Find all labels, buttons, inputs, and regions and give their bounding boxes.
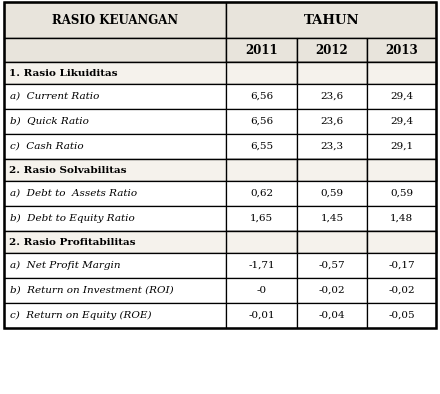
Bar <box>367 159 436 181</box>
Bar <box>227 62 297 84</box>
Text: a)  Debt to  Assets Ratio: a) Debt to Assets Ratio <box>10 189 137 198</box>
Text: TAHUN: TAHUN <box>304 13 359 26</box>
Bar <box>4 278 227 303</box>
Text: 29,1: 29,1 <box>390 142 413 151</box>
Bar <box>297 206 367 231</box>
Bar <box>297 231 367 253</box>
Text: -0,04: -0,04 <box>319 311 345 320</box>
Text: -0,17: -0,17 <box>389 261 415 270</box>
Text: -0,02: -0,02 <box>319 286 345 295</box>
Text: -0,05: -0,05 <box>389 311 415 320</box>
Text: b)  Debt to Equity Ratio: b) Debt to Equity Ratio <box>10 214 135 223</box>
Bar <box>297 134 367 159</box>
Text: 2013: 2013 <box>385 43 418 56</box>
Bar <box>367 303 436 328</box>
Text: b)  Return on Investment (ROI): b) Return on Investment (ROI) <box>10 286 174 295</box>
Text: 2012: 2012 <box>316 43 348 56</box>
Text: 23,6: 23,6 <box>321 92 344 101</box>
Text: a)  Current Ratio: a) Current Ratio <box>10 92 99 101</box>
Bar <box>227 231 297 253</box>
Text: -0,57: -0,57 <box>319 261 345 270</box>
Bar <box>367 231 436 253</box>
Bar <box>367 253 436 278</box>
Bar <box>367 62 436 84</box>
Bar <box>297 62 367 84</box>
Bar <box>4 62 436 84</box>
Bar <box>367 278 436 303</box>
Bar <box>367 181 436 206</box>
Bar <box>4 84 227 109</box>
Text: c)  Cash Ratio: c) Cash Ratio <box>10 142 84 151</box>
Bar <box>227 159 297 181</box>
Text: 2. Rasio Profitabilitas: 2. Rasio Profitabilitas <box>9 238 136 247</box>
Text: 29,4: 29,4 <box>390 92 413 101</box>
Text: 6,56: 6,56 <box>250 92 273 101</box>
Bar <box>4 181 227 206</box>
Text: 29,4: 29,4 <box>390 117 413 126</box>
Text: 0,62: 0,62 <box>250 189 273 198</box>
Bar <box>4 231 436 253</box>
Text: -0,01: -0,01 <box>248 311 275 320</box>
Bar <box>227 109 297 134</box>
Bar <box>297 253 367 278</box>
Text: RASIO KEUANGAN: RASIO KEUANGAN <box>52 13 178 26</box>
Bar <box>297 181 367 206</box>
Text: -1,71: -1,71 <box>248 261 275 270</box>
Bar <box>227 134 297 159</box>
Text: 1,45: 1,45 <box>321 214 344 223</box>
Bar <box>227 303 297 328</box>
Bar <box>227 206 297 231</box>
Bar <box>4 159 436 181</box>
Text: a)  Net Profit Margin: a) Net Profit Margin <box>10 261 121 270</box>
Bar <box>4 2 227 38</box>
Text: c)  Return on Equity (ROE): c) Return on Equity (ROE) <box>10 311 151 320</box>
Bar <box>227 84 297 109</box>
Bar <box>4 303 227 328</box>
Text: 1. Rasio Likuiditas: 1. Rasio Likuiditas <box>9 69 117 78</box>
Bar <box>367 206 436 231</box>
Bar <box>4 253 227 278</box>
Text: 0,59: 0,59 <box>321 189 344 198</box>
Bar <box>4 38 227 62</box>
Bar <box>297 278 367 303</box>
Bar <box>4 109 227 134</box>
Text: 23,6: 23,6 <box>321 117 344 126</box>
Bar <box>367 38 436 62</box>
Bar <box>4 134 227 159</box>
Text: 2011: 2011 <box>246 43 278 56</box>
Text: 6,55: 6,55 <box>250 142 273 151</box>
Text: b)  Quick Ratio: b) Quick Ratio <box>10 117 89 126</box>
Bar <box>297 303 367 328</box>
Text: -0: -0 <box>257 286 267 295</box>
Text: 2. Rasio Solvabilitas: 2. Rasio Solvabilitas <box>9 165 127 175</box>
Bar <box>367 84 436 109</box>
Text: 1,65: 1,65 <box>250 214 273 223</box>
Text: 0,59: 0,59 <box>390 189 413 198</box>
Bar <box>367 109 436 134</box>
Bar <box>297 159 367 181</box>
Text: -0,02: -0,02 <box>389 286 415 295</box>
Bar <box>297 109 367 134</box>
Bar <box>297 84 367 109</box>
Bar <box>227 38 297 62</box>
Bar <box>4 2 436 328</box>
Bar <box>4 206 227 231</box>
Text: 1,48: 1,48 <box>390 214 413 223</box>
Bar <box>297 38 367 62</box>
Text: 6,56: 6,56 <box>250 117 273 126</box>
Bar <box>227 278 297 303</box>
Bar <box>227 181 297 206</box>
Bar <box>367 134 436 159</box>
Bar <box>227 2 436 38</box>
Bar <box>227 253 297 278</box>
Text: 23,3: 23,3 <box>321 142 344 151</box>
